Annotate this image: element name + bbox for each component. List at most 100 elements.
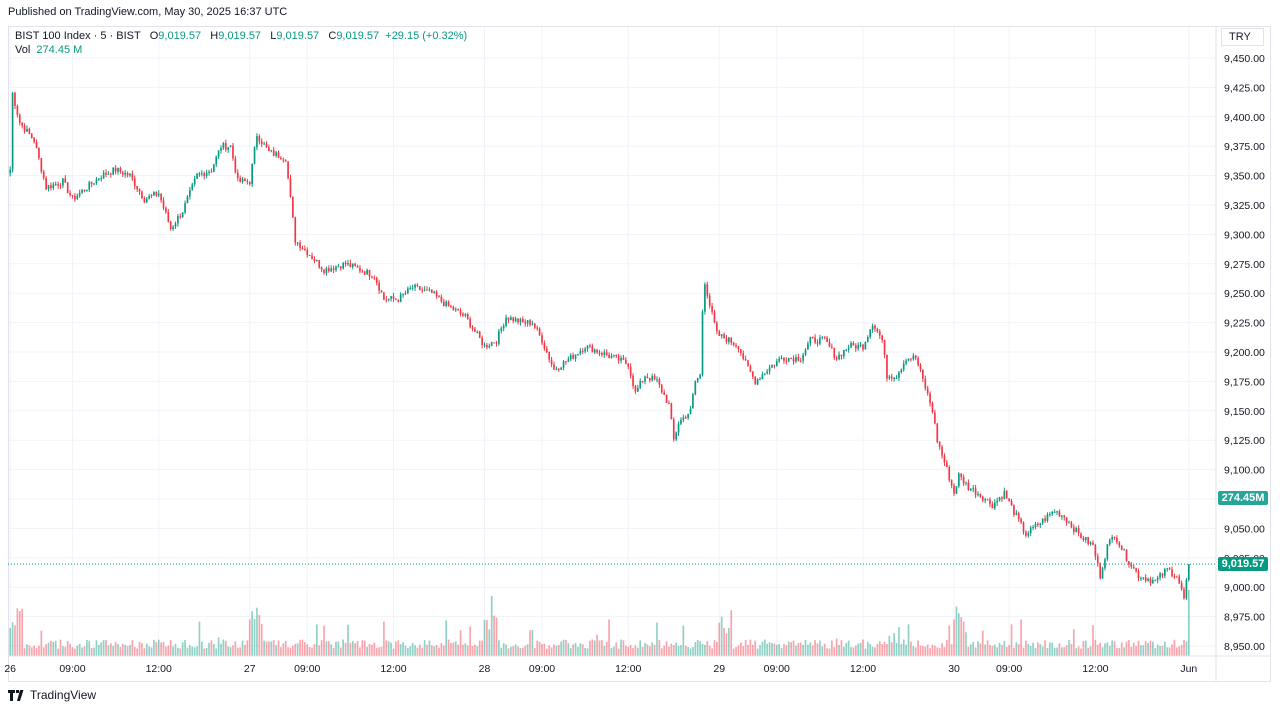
volume-bar [524, 645, 527, 656]
volume-bar [598, 640, 601, 656]
candle-body [838, 354, 840, 360]
candle-body [893, 378, 895, 380]
candle-body [212, 164, 215, 172]
volume-bar [689, 648, 692, 656]
volume-bar [1022, 647, 1025, 656]
candle-body [368, 269, 371, 277]
candle-body [1092, 542, 1094, 546]
legend-volume-label[interactable]: Vol [15, 44, 31, 56]
candle-body [349, 263, 352, 267]
candle-body [857, 344, 860, 349]
volume-bar [948, 625, 951, 656]
volume-bar [1049, 642, 1051, 656]
candle-body [814, 337, 816, 343]
volume-bar [9, 628, 12, 656]
volume-bar [1029, 645, 1032, 656]
volume-bar [986, 640, 989, 656]
volume-bar [1084, 640, 1087, 656]
y-tick-label: 9,375.00 [1224, 141, 1265, 153]
volume-bar [411, 642, 414, 656]
candle-body [239, 178, 242, 182]
candle-body [500, 328, 503, 332]
tradingview-logo[interactable]: TradingView [8, 688, 96, 702]
candle-body [375, 277, 378, 283]
volume-bar [203, 648, 206, 656]
volume-bar [1130, 646, 1133, 656]
volume-bar [81, 647, 83, 656]
volume-bar [807, 644, 809, 656]
candle-body [644, 376, 646, 382]
volume-bar [375, 647, 378, 656]
volume-bar [574, 642, 577, 656]
candle-body [658, 379, 661, 385]
volume-bar [627, 646, 630, 656]
candle-body [457, 309, 460, 311]
volume-bar [905, 644, 907, 656]
volume-bar [981, 630, 984, 656]
candle-body [1154, 579, 1157, 581]
candle-body [296, 242, 299, 244]
candle-body [1106, 544, 1109, 560]
candle-body [601, 353, 603, 355]
volume-bar [131, 640, 134, 656]
candle-body [179, 216, 182, 218]
volume-bar [584, 647, 586, 656]
candle-body [524, 321, 527, 324]
legend-symbol[interactable]: BIST 100 Index · 5 · BIST [15, 30, 141, 42]
candle-body [119, 167, 122, 172]
volume-bar [308, 646, 311, 656]
volume-bar [208, 642, 210, 656]
y-tick-label: 9,275.00 [1224, 259, 1265, 271]
chart-frame[interactable] [8, 26, 1271, 682]
candle-body [1137, 571, 1140, 579]
volume-bar [838, 645, 840, 656]
volume-bar [325, 641, 328, 656]
volume-bar [591, 639, 594, 656]
candle-body [950, 480, 953, 486]
candle-body [1185, 579, 1188, 599]
volume-bar [914, 647, 917, 656]
candle-body [95, 179, 98, 184]
candle-body [1152, 580, 1154, 583]
currency-button[interactable]: TRY [1221, 28, 1264, 46]
candle-body [150, 195, 153, 197]
volume-bar [1003, 640, 1006, 656]
volume-bar [917, 640, 919, 656]
volume-bar [663, 645, 666, 656]
candle-body [40, 158, 43, 172]
candle-body [835, 357, 838, 360]
volume-bar [787, 641, 790, 656]
volume-bar [385, 640, 388, 656]
volume-bar [126, 646, 129, 656]
candle-body [210, 171, 213, 173]
volume-bar [1113, 641, 1116, 656]
volume-bar [153, 639, 155, 656]
candle-body [845, 349, 848, 351]
x-tick-label: 09:00 [59, 663, 85, 675]
volume-bar [450, 643, 452, 656]
candle-body [351, 263, 354, 267]
x-tick-label: Jun [1180, 663, 1197, 675]
x-tick-label: 26 [4, 663, 16, 675]
volume-bar [864, 648, 867, 656]
volume-bar [435, 644, 438, 656]
candle-body [97, 178, 100, 180]
candle-body [198, 173, 201, 175]
candle-body [21, 123, 24, 126]
volume-bar [672, 645, 675, 656]
volume-bar [18, 610, 21, 656]
volume-bar [622, 640, 625, 656]
volume-bar [603, 646, 606, 656]
x-tick-label: 12:00 [1082, 663, 1108, 675]
volume-bar [943, 647, 946, 656]
volume-bar [823, 643, 826, 656]
volume-bar [351, 641, 354, 656]
candle-body [1132, 566, 1135, 568]
candle-body [763, 373, 766, 375]
volume-bar [565, 640, 567, 656]
candle-body [304, 248, 306, 250]
candle-body [572, 355, 574, 359]
volume-bar [1099, 642, 1102, 656]
volume-value-label: 274.45M [1218, 491, 1268, 505]
